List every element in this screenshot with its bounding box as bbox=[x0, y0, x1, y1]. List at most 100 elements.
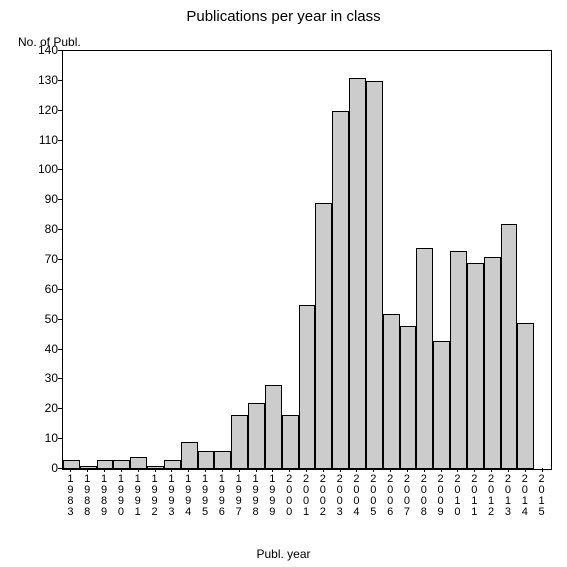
y-tick-label: 90 bbox=[28, 192, 58, 206]
x-tick-mark bbox=[104, 468, 105, 472]
x-tick-label: 2003 bbox=[333, 474, 347, 518]
x-tick-mark bbox=[87, 468, 88, 472]
y-tick-mark bbox=[58, 259, 62, 260]
bar bbox=[214, 451, 231, 469]
x-tick-label: 2004 bbox=[349, 474, 363, 518]
chart-container: Publications per year in class No. of Pu… bbox=[0, 0, 567, 567]
bar bbox=[467, 263, 484, 469]
bar bbox=[383, 314, 400, 469]
x-tick-mark bbox=[155, 468, 156, 472]
x-tick-label: 2000 bbox=[282, 474, 296, 518]
x-tick-mark bbox=[256, 468, 257, 472]
y-tick-mark bbox=[58, 289, 62, 290]
y-tick-mark bbox=[58, 349, 62, 350]
y-tick-label: 120 bbox=[28, 103, 58, 117]
bar bbox=[299, 305, 316, 469]
bar bbox=[248, 403, 265, 469]
x-tick-label: 2009 bbox=[434, 474, 448, 518]
x-tick-label: 2006 bbox=[383, 474, 397, 518]
bar bbox=[349, 78, 366, 469]
x-tick-label: 1992 bbox=[148, 474, 162, 518]
x-tick-label: 2001 bbox=[299, 474, 313, 518]
x-tick-label: 1991 bbox=[131, 474, 145, 518]
bar bbox=[265, 385, 282, 469]
x-tick-mark bbox=[525, 468, 526, 472]
y-tick-mark bbox=[58, 229, 62, 230]
x-tick-label: 1989 bbox=[97, 474, 111, 518]
y-tick-label: 20 bbox=[28, 401, 58, 415]
y-tick-label: 100 bbox=[28, 162, 58, 176]
x-axis-title: Publ. year bbox=[0, 547, 567, 561]
y-tick-label: 110 bbox=[28, 133, 58, 147]
x-tick-mark bbox=[323, 468, 324, 472]
bar bbox=[332, 111, 349, 469]
x-tick-label: 2002 bbox=[316, 474, 330, 518]
x-tick-mark bbox=[205, 468, 206, 472]
bar bbox=[501, 224, 518, 469]
bar bbox=[400, 326, 417, 469]
x-tick-mark bbox=[508, 468, 509, 472]
x-tick-label: 1999 bbox=[265, 474, 279, 518]
y-tick-label: 0 bbox=[28, 461, 58, 475]
x-tick-mark bbox=[542, 468, 543, 472]
y-tick-mark bbox=[58, 110, 62, 111]
x-tick-label: 2008 bbox=[417, 474, 431, 518]
x-tick-mark bbox=[306, 468, 307, 472]
x-tick-label: 1990 bbox=[114, 474, 128, 518]
y-tick-mark bbox=[58, 50, 62, 51]
y-tick-mark bbox=[58, 408, 62, 409]
y-tick-label: 70 bbox=[28, 252, 58, 266]
bar bbox=[282, 415, 299, 469]
y-tick-mark bbox=[58, 378, 62, 379]
x-tick-label: 2013 bbox=[501, 474, 515, 518]
x-tick-mark bbox=[407, 468, 408, 472]
x-tick-label: 1993 bbox=[164, 474, 178, 518]
y-tick-mark bbox=[58, 199, 62, 200]
x-tick-mark bbox=[138, 468, 139, 472]
bar bbox=[231, 415, 248, 469]
y-tick-label: 30 bbox=[28, 371, 58, 385]
x-tick-mark bbox=[188, 468, 189, 472]
x-tick-mark bbox=[340, 468, 341, 472]
y-tick-label: 130 bbox=[28, 73, 58, 87]
x-tick-mark bbox=[121, 468, 122, 472]
y-tick-label: 40 bbox=[28, 342, 58, 356]
x-tick-mark bbox=[491, 468, 492, 472]
y-tick-mark bbox=[58, 319, 62, 320]
y-tick-label: 140 bbox=[28, 43, 58, 57]
x-tick-label: 2011 bbox=[467, 474, 481, 518]
plot-area bbox=[62, 50, 552, 470]
x-tick-label: 1988 bbox=[80, 474, 94, 518]
bar bbox=[450, 251, 467, 469]
chart-title: Publications per year in class bbox=[0, 8, 567, 25]
x-tick-mark bbox=[70, 468, 71, 472]
x-tick-label: 2010 bbox=[450, 474, 464, 518]
x-tick-label: 2014 bbox=[518, 474, 532, 518]
x-tick-mark bbox=[474, 468, 475, 472]
bar bbox=[366, 81, 383, 469]
y-tick-label: 80 bbox=[28, 222, 58, 236]
y-tick-label: 60 bbox=[28, 282, 58, 296]
bar bbox=[63, 460, 80, 469]
x-tick-label: 1995 bbox=[198, 474, 212, 518]
y-tick-label: 10 bbox=[28, 431, 58, 445]
x-tick-mark bbox=[441, 468, 442, 472]
y-tick-mark bbox=[58, 438, 62, 439]
x-tick-label: 1998 bbox=[249, 474, 263, 518]
y-tick-label: 50 bbox=[28, 312, 58, 326]
x-tick-label: 1994 bbox=[181, 474, 195, 518]
x-tick-mark bbox=[373, 468, 374, 472]
bar bbox=[416, 248, 433, 469]
x-tick-label: 2007 bbox=[400, 474, 414, 518]
x-tick-mark bbox=[171, 468, 172, 472]
x-tick-label: 1997 bbox=[232, 474, 246, 518]
x-tick-label: 2012 bbox=[484, 474, 498, 518]
x-tick-mark bbox=[424, 468, 425, 472]
bar bbox=[315, 203, 332, 469]
x-tick-mark bbox=[289, 468, 290, 472]
y-tick-mark bbox=[58, 468, 62, 469]
x-tick-mark bbox=[239, 468, 240, 472]
y-tick-mark bbox=[58, 80, 62, 81]
x-tick-mark bbox=[222, 468, 223, 472]
x-tick-label: 2015 bbox=[535, 474, 549, 518]
